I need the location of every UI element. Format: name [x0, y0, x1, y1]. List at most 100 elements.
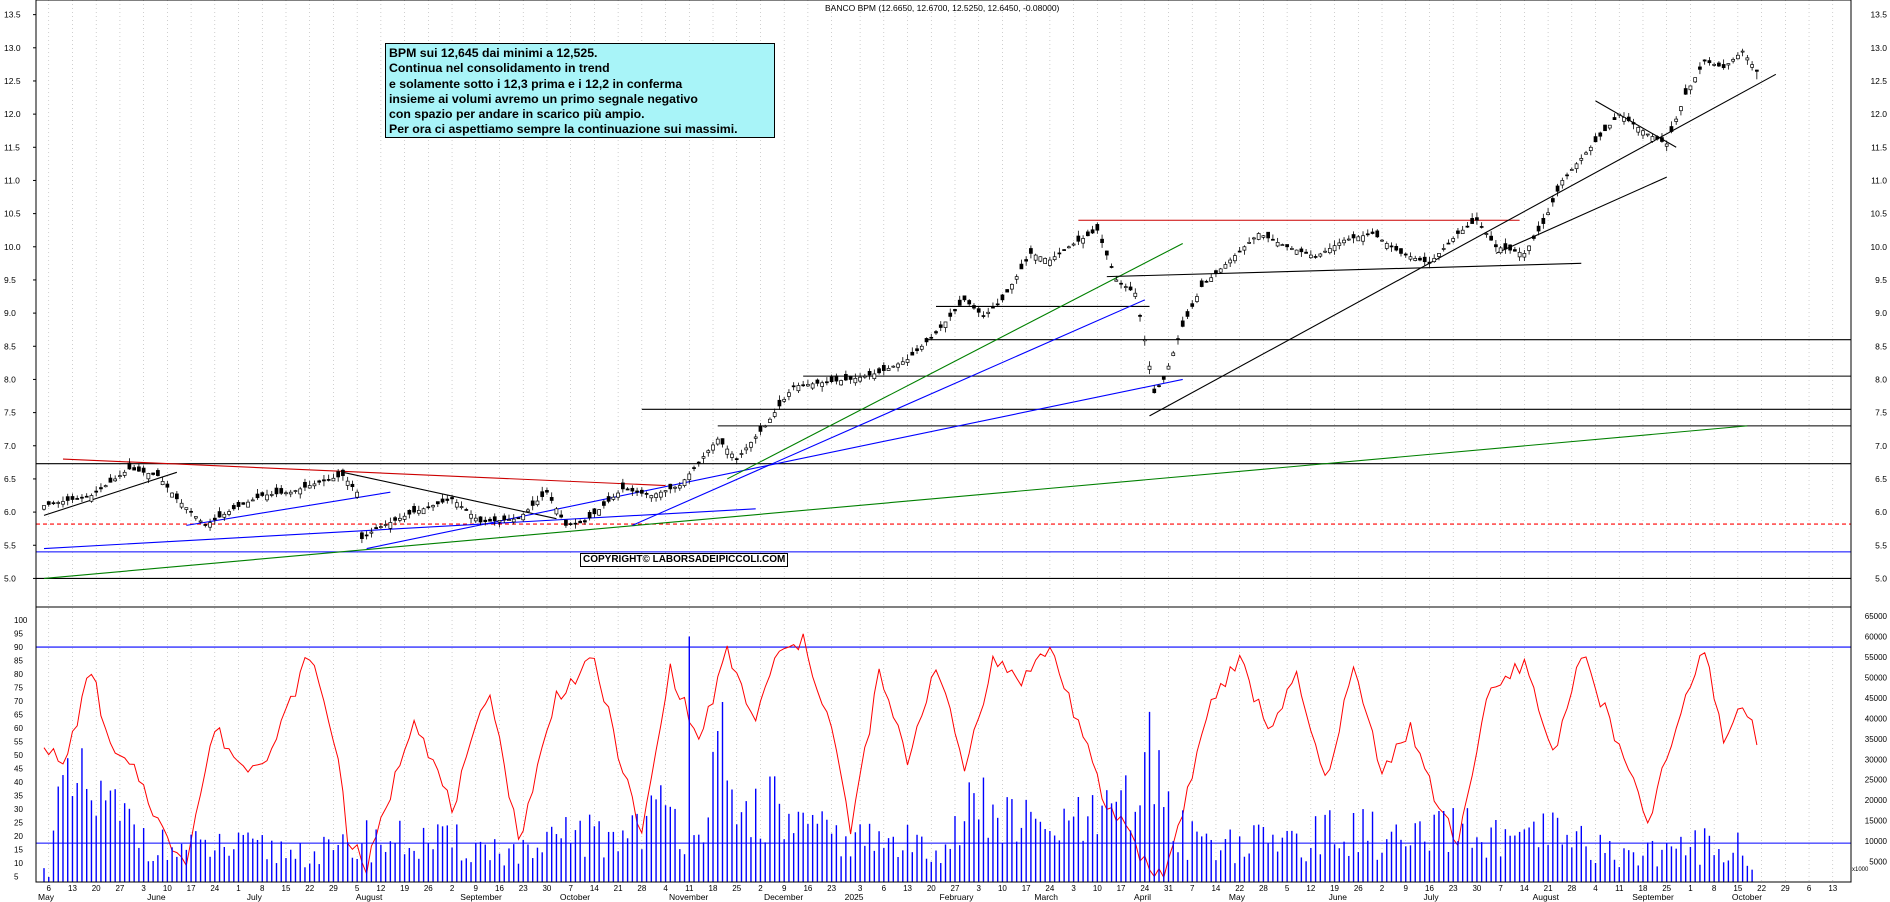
candle-body: [568, 523, 573, 525]
candle-body: [687, 473, 692, 481]
volume-unit-label: x1000: [1852, 867, 1869, 873]
candle-body: [1484, 233, 1489, 235]
candle-body: [777, 399, 782, 407]
candle-body: [1669, 126, 1674, 132]
candle-body: [1693, 77, 1698, 83]
candle-body: [839, 380, 843, 386]
candle-body: [250, 499, 255, 502]
x-day-label: 22: [1235, 884, 1244, 893]
candle-body: [900, 361, 905, 365]
candle-body: [1010, 284, 1014, 290]
candle-body: [929, 336, 934, 339]
candle-body: [1527, 245, 1531, 251]
x-day-label: 11: [1615, 884, 1624, 893]
candle-body: [649, 495, 654, 499]
candle-body: [231, 505, 236, 510]
candle-body: [198, 520, 203, 523]
osc-tick: 85: [14, 657, 23, 666]
candle-body: [1683, 88, 1688, 95]
candle-body: [644, 492, 649, 495]
candle-body: [986, 311, 991, 314]
candle-body: [1465, 225, 1470, 228]
candle-body: [1475, 217, 1479, 221]
candle-body: [1218, 268, 1223, 273]
price-tick-right: 5.0: [1875, 573, 1887, 583]
price-tick-right: 6.5: [1875, 474, 1887, 484]
osc-tick: 10: [14, 859, 23, 868]
price-tick-right: 8.0: [1875, 374, 1887, 384]
price-tick-right: 9.0: [1875, 308, 1887, 318]
candle-body: [137, 466, 141, 472]
x-day-label: 21: [614, 884, 623, 893]
candle-body: [450, 497, 454, 500]
candle-body: [1365, 233, 1370, 236]
candle-body: [692, 467, 696, 469]
candle-body: [1460, 229, 1465, 234]
candle-body: [454, 502, 459, 508]
candle-body: [1133, 292, 1138, 297]
candle-body: [246, 501, 250, 508]
price-tick-left: 10.0: [4, 242, 21, 252]
candle-body: [606, 496, 611, 502]
candle-body: [730, 453, 734, 458]
candle-body: [217, 511, 222, 518]
candle-body: [1247, 242, 1252, 244]
candle-body: [1550, 198, 1555, 203]
price-tick-left: 6.5: [4, 474, 16, 484]
candle-body: [1441, 248, 1446, 250]
x-month-label: July: [247, 892, 263, 902]
x-day-label: 3: [976, 884, 981, 893]
volume-tick: 65000: [1865, 612, 1888, 621]
volume-tick: 20000: [1865, 796, 1888, 805]
candle-body: [1285, 244, 1289, 248]
chart-title: BANCO BPM (12.6650, 12.6700, 12.5250, 12…: [825, 3, 1060, 13]
osc-tick: 70: [14, 697, 23, 706]
x-day-label: 5: [355, 884, 360, 893]
osc-tick: 45: [14, 765, 23, 774]
indicator-panel-frame: [35, 606, 1852, 883]
candle-body: [1394, 246, 1399, 251]
candle-body: [1674, 118, 1679, 122]
candle-body: [744, 447, 749, 451]
candle-body: [464, 509, 469, 511]
x-day-label: 25: [1662, 884, 1671, 893]
osc-tick: 90: [14, 643, 23, 652]
trendline: [43, 508, 756, 550]
price-tick-right: 13.0: [1870, 43, 1887, 53]
note-line: Continua nel consolidamento in trend: [389, 61, 610, 76]
candle-body: [635, 490, 639, 493]
candle-body: [715, 438, 720, 445]
candle-body: [1337, 242, 1342, 246]
x-day-label: 17: [1022, 884, 1031, 893]
candle-body: [953, 309, 957, 312]
candle-body: [1123, 286, 1128, 288]
candle-body: [1494, 244, 1498, 248]
candle-body: [991, 306, 995, 309]
trendline: [1106, 262, 1582, 278]
candle-body: [886, 368, 891, 371]
x-day-label: 7: [1190, 884, 1195, 893]
candle-body: [1389, 245, 1394, 248]
candle-body: [654, 493, 658, 498]
candle-body: [677, 485, 682, 489]
x-day-label: 12: [376, 884, 385, 893]
candle-body: [1152, 388, 1157, 394]
candle-body: [1745, 57, 1750, 61]
candle-body: [791, 385, 796, 388]
x-day-label: 4: [663, 884, 668, 893]
trendlines: [43, 73, 1777, 579]
x-month-label: 2025: [845, 892, 864, 902]
candle-body: [1660, 137, 1664, 142]
candle-body: [934, 331, 938, 334]
x-day-label: 28: [1259, 884, 1268, 893]
candle-body: [51, 502, 56, 505]
volume-tick: 10000: [1865, 837, 1888, 846]
x-day-label: 19: [1330, 884, 1339, 893]
x-day-label: 24: [1140, 884, 1149, 893]
candle-body: [141, 467, 146, 473]
candle-body: [948, 312, 953, 317]
candle-body: [815, 379, 820, 384]
candle-body: [1014, 276, 1019, 280]
candle-body: [212, 517, 217, 521]
candle-body: [42, 505, 46, 510]
